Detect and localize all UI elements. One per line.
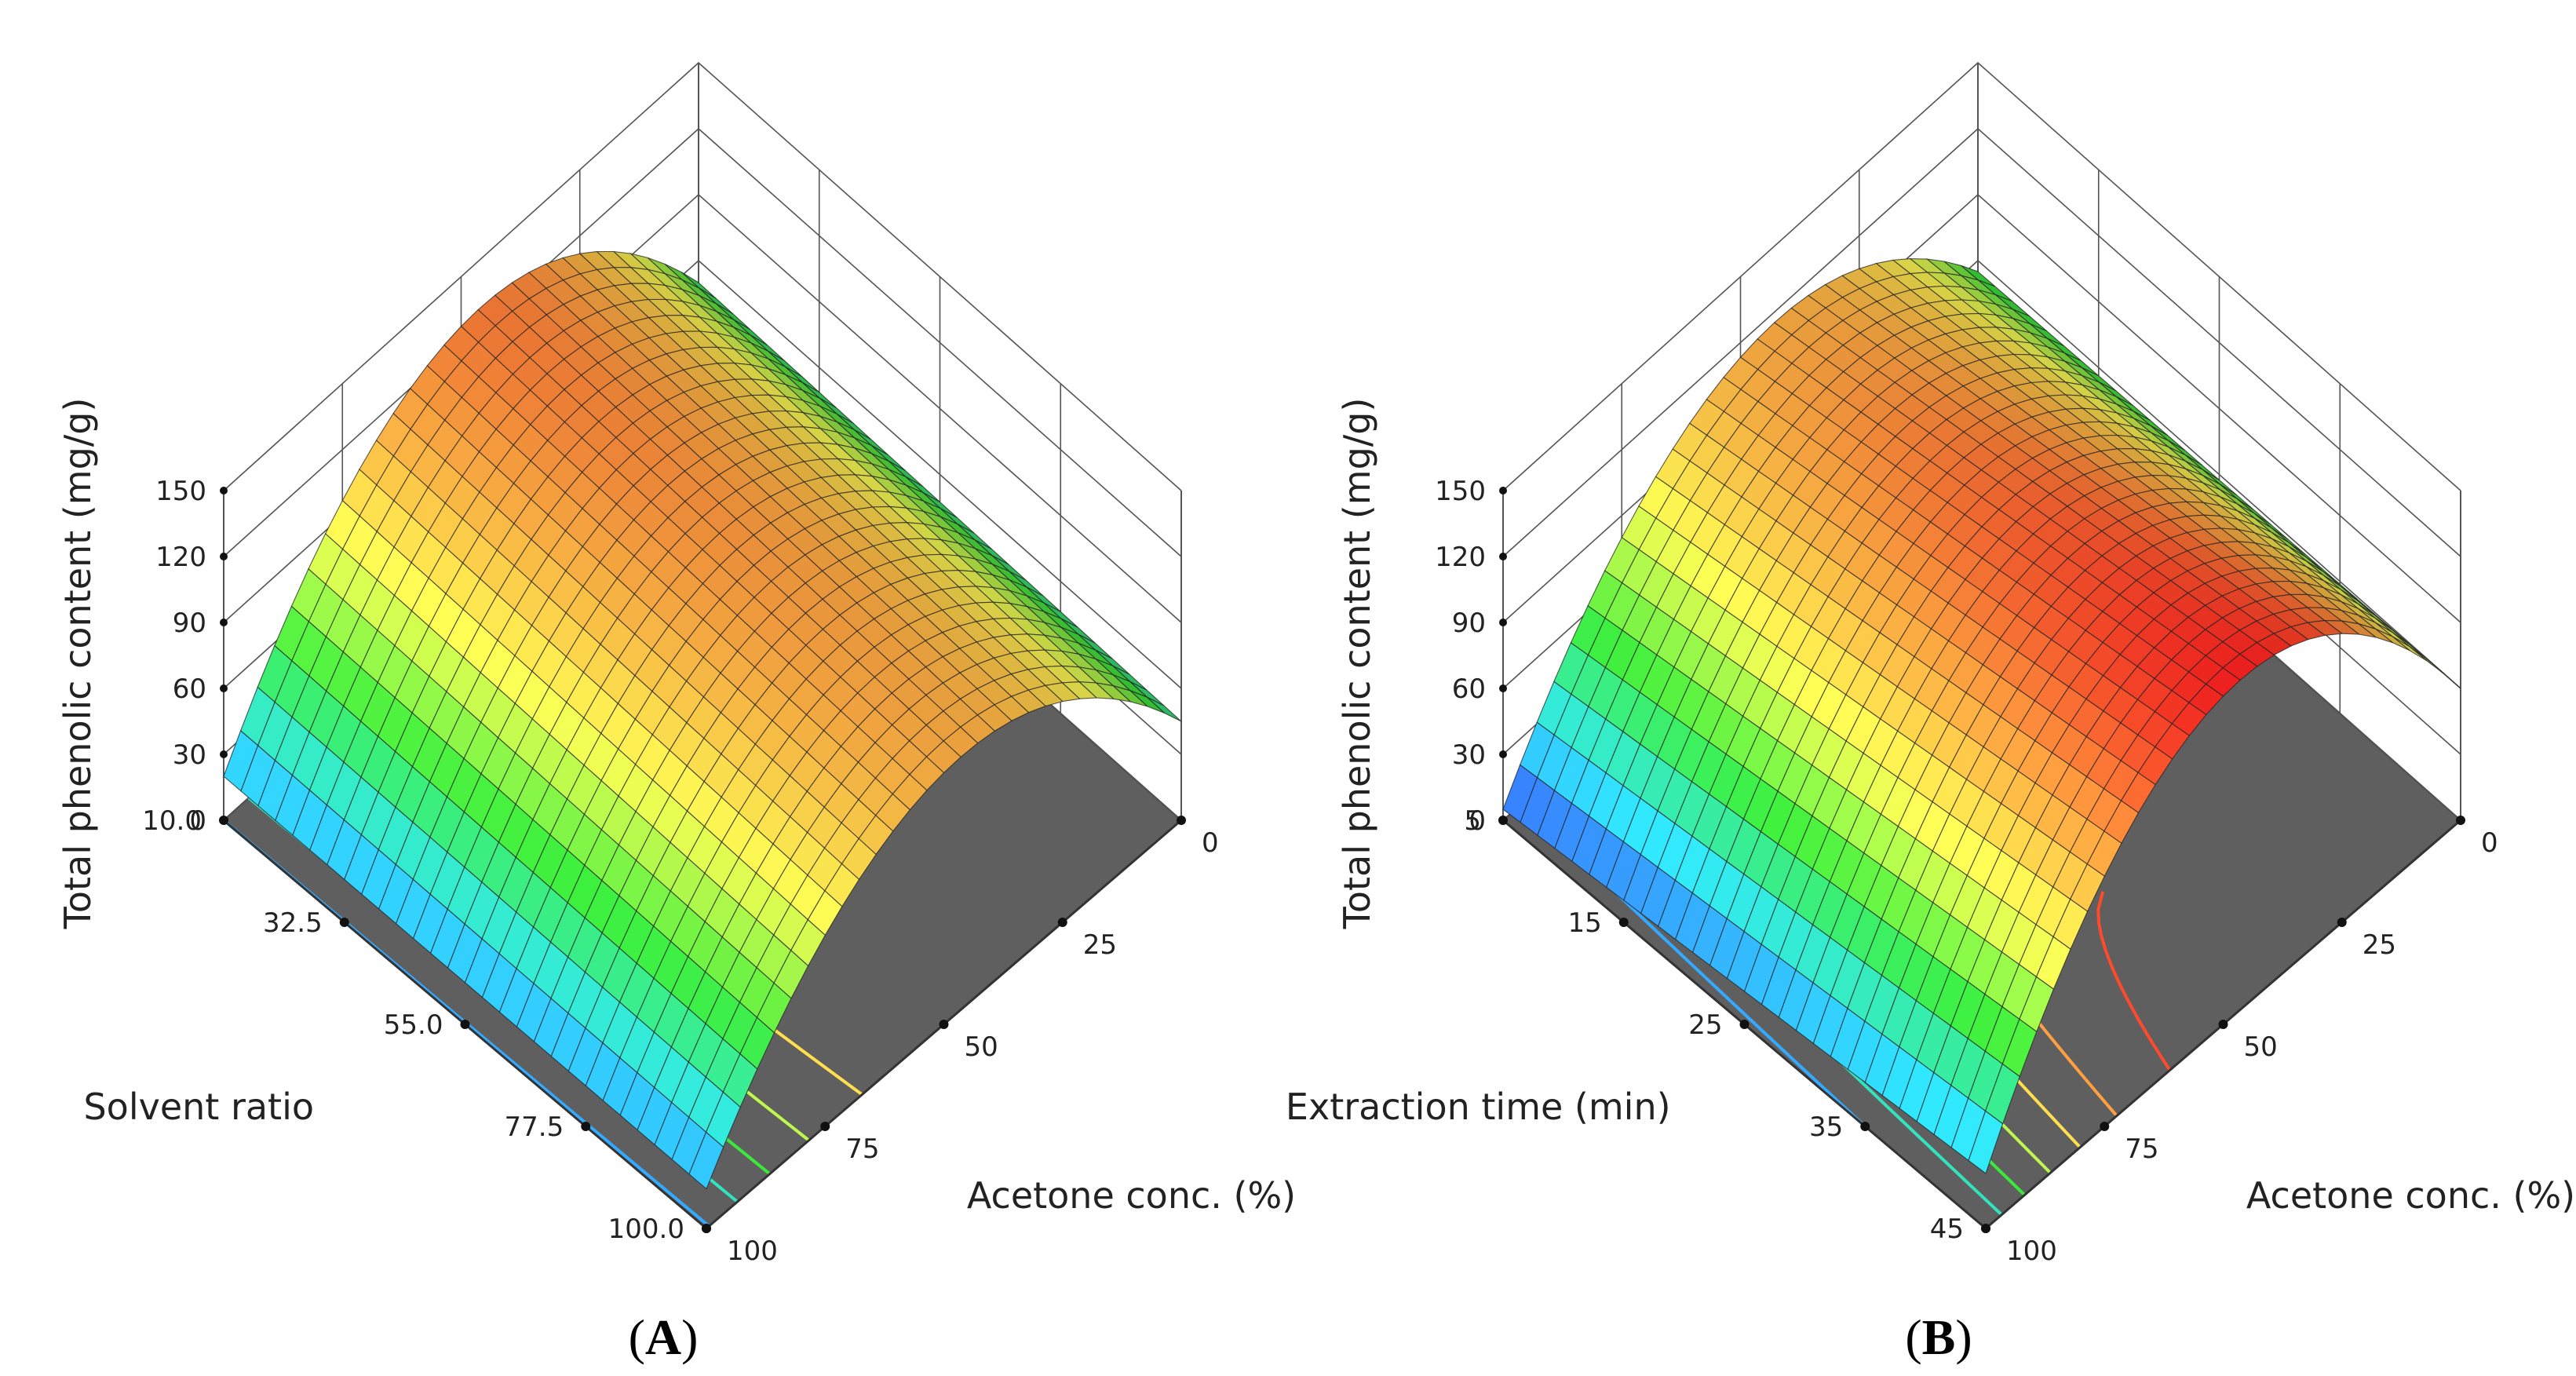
z-tick-mark	[220, 816, 228, 824]
x-tick-mark	[1739, 1020, 1750, 1029]
x-tick-label: 25	[1688, 1009, 1722, 1041]
z-tick-label: 120	[1435, 542, 1486, 573]
y-tick-label: 0	[1202, 827, 1219, 859]
y-tick-label: 100	[727, 1235, 778, 1267]
z-gridline	[223, 127, 1182, 557]
response-surface	[223, 250, 1182, 1190]
x-tick-mark	[339, 918, 349, 927]
x-tick-mark	[581, 1122, 591, 1131]
y-tick-label: 100	[2006, 1235, 2057, 1267]
y-tick-label: 75	[2125, 1133, 2158, 1165]
panel-label-b: (B)	[1905, 1309, 1972, 1365]
z-tick-label: 90	[1452, 608, 1486, 639]
y-axis-label: Acetone conc. (%)	[967, 1174, 1296, 1217]
x-tick-mark	[460, 1020, 470, 1029]
response-surface	[1502, 258, 2461, 1174]
axes: 10.0 32.5 55.0 77.5 100.0 0 25 50 75 100 0 30 60 90 12…	[142, 476, 1218, 1267]
x-axis-label: Extraction time (min)	[1286, 1086, 1671, 1128]
x-tick-label: 5	[1464, 805, 1481, 837]
y-axis-label: Acetone conc. (%)	[2246, 1174, 2575, 1217]
y-tick-mark	[1057, 918, 1067, 927]
x-tick-label: 35	[1809, 1111, 1843, 1143]
surface-cell	[688, 1131, 724, 1190]
chart-panel-b: 5 15 25 35 45 0 25 50 75 100 0 30 60 90 120 150 Total ph…	[1286, 61, 2575, 1267]
y-tick-mark	[1981, 1224, 1990, 1233]
panel-label-a: (A)	[629, 1309, 699, 1365]
y-tick-label: 50	[2244, 1031, 2278, 1063]
chart-panel-a: 10.0 32.5 55.0 77.5 100.0 0 25 50 75 100 0 30 60 90 12…	[57, 61, 1296, 1267]
z-tick-mark	[1499, 750, 1507, 758]
z-gridline	[1502, 61, 2461, 491]
z-axis-label: Total phenolic content (mg/g)	[57, 398, 99, 930]
z-tick-label: 0	[1469, 805, 1486, 837]
axes: 5 15 25 35 45 0 25 50 75 100 0 30 60 90 120 150	[1435, 476, 2498, 1267]
z-axis-label: Total phenolic content (mg/g)	[1336, 398, 1378, 930]
surface-cell	[1147, 696, 1182, 722]
x-tick-mark	[1618, 918, 1629, 927]
y-tick-mark	[820, 1122, 830, 1131]
y-tick-label: 50	[965, 1031, 998, 1063]
z-tick-label: 0	[189, 805, 206, 837]
z-tick-mark	[1499, 553, 1507, 560]
z-tick-label: 150	[155, 476, 206, 507]
y-tick-mark	[2456, 816, 2465, 825]
y-tick-mark	[2218, 1020, 2228, 1029]
z-gridline	[1502, 127, 2461, 557]
x-tick-label: 100.0	[608, 1214, 684, 1245]
x-tick-label: 10.0	[142, 805, 202, 837]
z-tick-mark	[220, 553, 228, 560]
surface-cell	[1968, 1110, 2004, 1174]
y-tick-mark	[702, 1224, 711, 1233]
z-tick-mark	[220, 684, 228, 692]
z-tick-label: 120	[155, 542, 206, 573]
x-tick-label: 45	[1930, 1214, 1964, 1245]
contour-line	[2096, 891, 2172, 1071]
y-tick-mark	[2100, 1122, 2110, 1131]
y-tick-mark	[2337, 918, 2347, 927]
z-tick-mark	[220, 487, 228, 495]
y-tick-label: 25	[1083, 929, 1117, 961]
x-tick-label: 32.5	[263, 907, 323, 939]
z-tick-label: 60	[1452, 673, 1486, 705]
z-gridline	[223, 61, 1182, 491]
z-tick-mark	[1499, 684, 1507, 692]
x-tick-label: 15	[1567, 907, 1601, 939]
z-tick-label: 150	[1435, 476, 1486, 507]
x-tick-label: 77.5	[505, 1111, 564, 1143]
y-tick-label: 0	[2481, 827, 2498, 859]
z-tick-label: 90	[173, 608, 206, 639]
z-tick-mark	[1499, 487, 1507, 495]
z-tick-label: 30	[1452, 739, 1486, 771]
z-tick-mark	[220, 619, 228, 626]
z-tick-mark	[1499, 619, 1507, 626]
z-tick-mark	[220, 750, 228, 758]
y-tick-mark	[1177, 816, 1186, 825]
z-tick-label: 30	[173, 739, 206, 771]
y-tick-label: 75	[845, 1133, 879, 1165]
x-tick-label: 55.0	[384, 1009, 443, 1041]
x-axis-label: Solvent ratio	[83, 1086, 314, 1128]
x-tick-mark	[1860, 1122, 1870, 1131]
z-tick-mark	[1499, 816, 1507, 824]
z-tick-label: 60	[173, 673, 206, 705]
y-tick-label: 25	[2363, 929, 2396, 961]
y-tick-mark	[939, 1020, 949, 1029]
